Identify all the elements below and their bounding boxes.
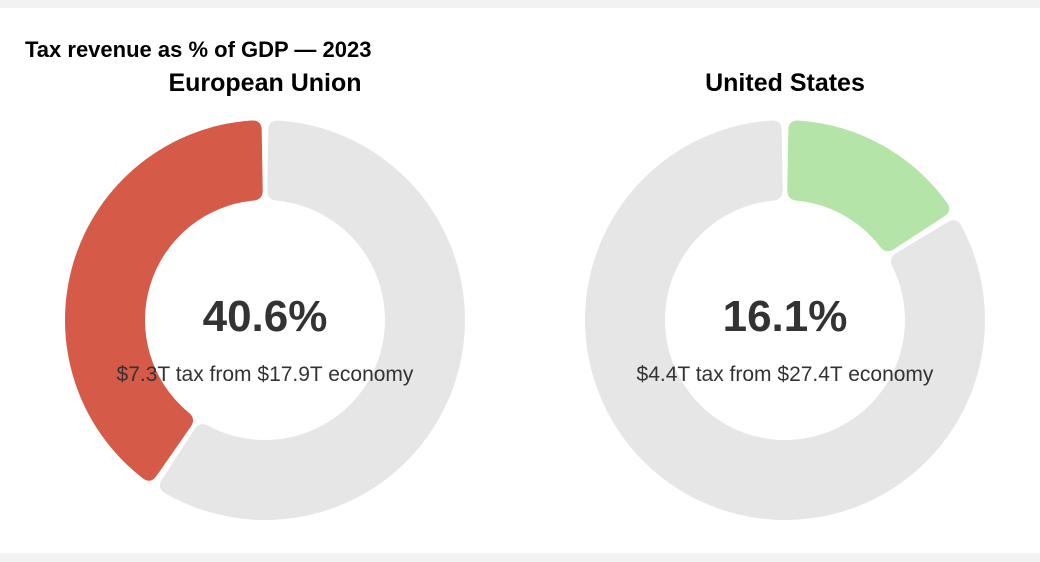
eu-panel-title: European Union (168, 69, 362, 97)
eu-remaining-slice (159, 120, 465, 520)
eu-tax-slice (65, 120, 263, 481)
eu-donut-chart (65, 120, 465, 520)
us-donut-chart (585, 120, 985, 520)
eu-percent-label: 40.6% (202, 292, 328, 341)
us-panel-title: United States (705, 69, 865, 97)
chart-card: Tax revenue as % of GDP — 2023 European … (0, 8, 1040, 553)
us-percent-label: 16.1% (722, 292, 848, 341)
us-tax-subtitle: $4.4T tax from $27.4T economy (636, 363, 934, 386)
us-remaining-slice (585, 120, 985, 520)
chart-title: Tax revenue as % of GDP — 2023 (25, 37, 372, 62)
us-tax-slice (787, 120, 950, 252)
eu-tax-subtitle: $7.3T tax from $17.9T economy (116, 363, 414, 386)
